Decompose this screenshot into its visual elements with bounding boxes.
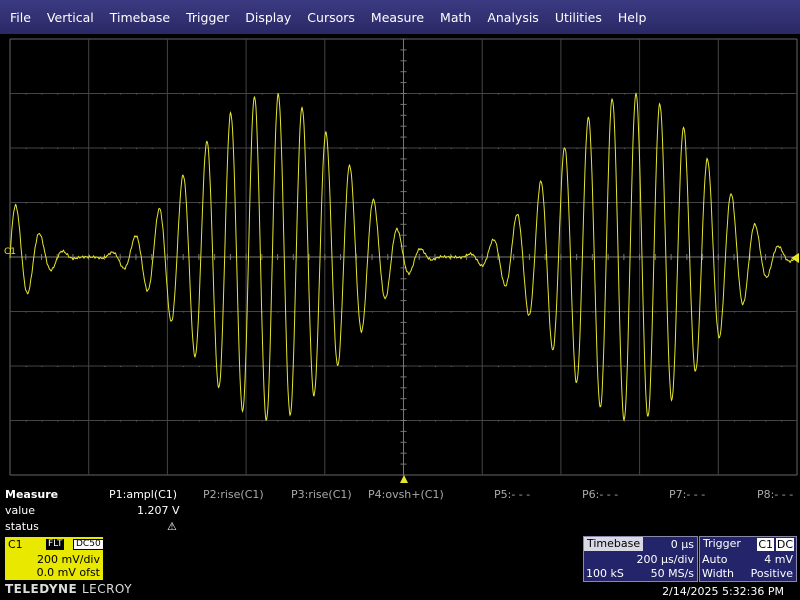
teledyne-lecroy-logo: TELEDYNE LECROY (5, 582, 132, 596)
measure-title: Measure (5, 488, 59, 501)
logo-lecroy: LECROY (81, 582, 133, 596)
trigger-mode: Auto (702, 553, 728, 566)
c1-label: C1 (8, 538, 23, 551)
menu-help[interactable]: Help (617, 9, 647, 25)
measure-status-label: status (5, 520, 39, 533)
channel-1-ground-marker[interactable]: C1 (4, 247, 16, 257)
vdiv-value: 200 mV/div (37, 553, 100, 566)
channel-1-descriptor[interactable]: C1 FLT DC50 200 mV/div 0.0 mV ofst (5, 537, 104, 580)
measure-value-label: value (5, 504, 36, 517)
menu-analysis[interactable]: Analysis (487, 9, 539, 25)
measure-param-6[interactable]: P6:- - - (582, 488, 619, 501)
offset-value: 0.0 mV ofst (36, 566, 100, 579)
trigger-title: Trigger (703, 537, 741, 550)
menu-vertical[interactable]: Vertical (46, 9, 94, 25)
menu-utilities[interactable]: Utilities (554, 9, 602, 25)
logo-teledyne: TELEDYNE (5, 582, 78, 596)
menu-math[interactable]: Math (440, 9, 472, 25)
trigger-level-marker[interactable] (791, 253, 799, 263)
waveform-display[interactable]: C1 (0, 35, 800, 487)
measure-param-8[interactable]: P8:- - - (757, 488, 794, 501)
measure-table: Measure value status P1:ampl(C1) 1.207 V ⚠… (0, 487, 800, 535)
menu-file[interactable]: File (10, 9, 31, 25)
menu-timebase[interactable]: Timebase (109, 9, 171, 25)
menu-cursors[interactable]: Cursors (307, 9, 355, 25)
measure-param-4[interactable]: P4:ovsh+(C1) (368, 488, 444, 501)
timebase-tdiv: 200 µs/div (636, 553, 694, 566)
timebase-samples: 100 kS (586, 567, 624, 580)
measure-param-7[interactable]: P7:- - - (669, 488, 706, 501)
trigger-position-marker[interactable] (400, 475, 408, 483)
menu-bar: File Vertical Timebase Trigger Display Cursor… (0, 0, 800, 34)
scope-grid: C1 (4, 38, 799, 483)
menu-display[interactable]: Display (245, 9, 292, 25)
timebase-delay: 0 µs (670, 538, 694, 551)
measure-param-1-value: 1.207 V (137, 504, 180, 517)
measure-param-2[interactable]: P2:rise(C1) (203, 488, 264, 501)
menu-trigger[interactable]: Trigger (186, 9, 230, 25)
measure-param-1[interactable]: P1:ampl(C1) (109, 488, 178, 501)
filter-badge: FLT (46, 539, 65, 550)
measure-param-1-status-icon: ⚠ (167, 520, 177, 533)
trigger-slope: Positive (750, 567, 793, 580)
date-time: 2/14/2025 5:32:36 PM (662, 585, 784, 598)
channel-1-trace (9, 92, 798, 422)
trigger-coupling: DC (775, 538, 794, 551)
trigger-type: Width (702, 567, 734, 580)
menu-measure[interactable]: Measure (370, 9, 425, 25)
trigger-level: 4 mV (764, 553, 793, 566)
timebase-descriptor[interactable]: Timebase 0 µs 200 µs/div 100 kS 50 MS/s (583, 536, 698, 582)
trigger-descriptor[interactable]: Trigger C1 DC Auto 4 mV Width Positive (699, 536, 797, 582)
trigger-source: C1 (757, 538, 774, 551)
measure-param-3[interactable]: P3:rise(C1) (291, 488, 352, 501)
measure-param-5[interactable]: P5:- - - (494, 488, 531, 501)
coupling-badge: DC50 (73, 539, 104, 550)
timebase-rate: 50 MS/s (650, 567, 694, 580)
timebase-title: Timebase (584, 537, 644, 551)
